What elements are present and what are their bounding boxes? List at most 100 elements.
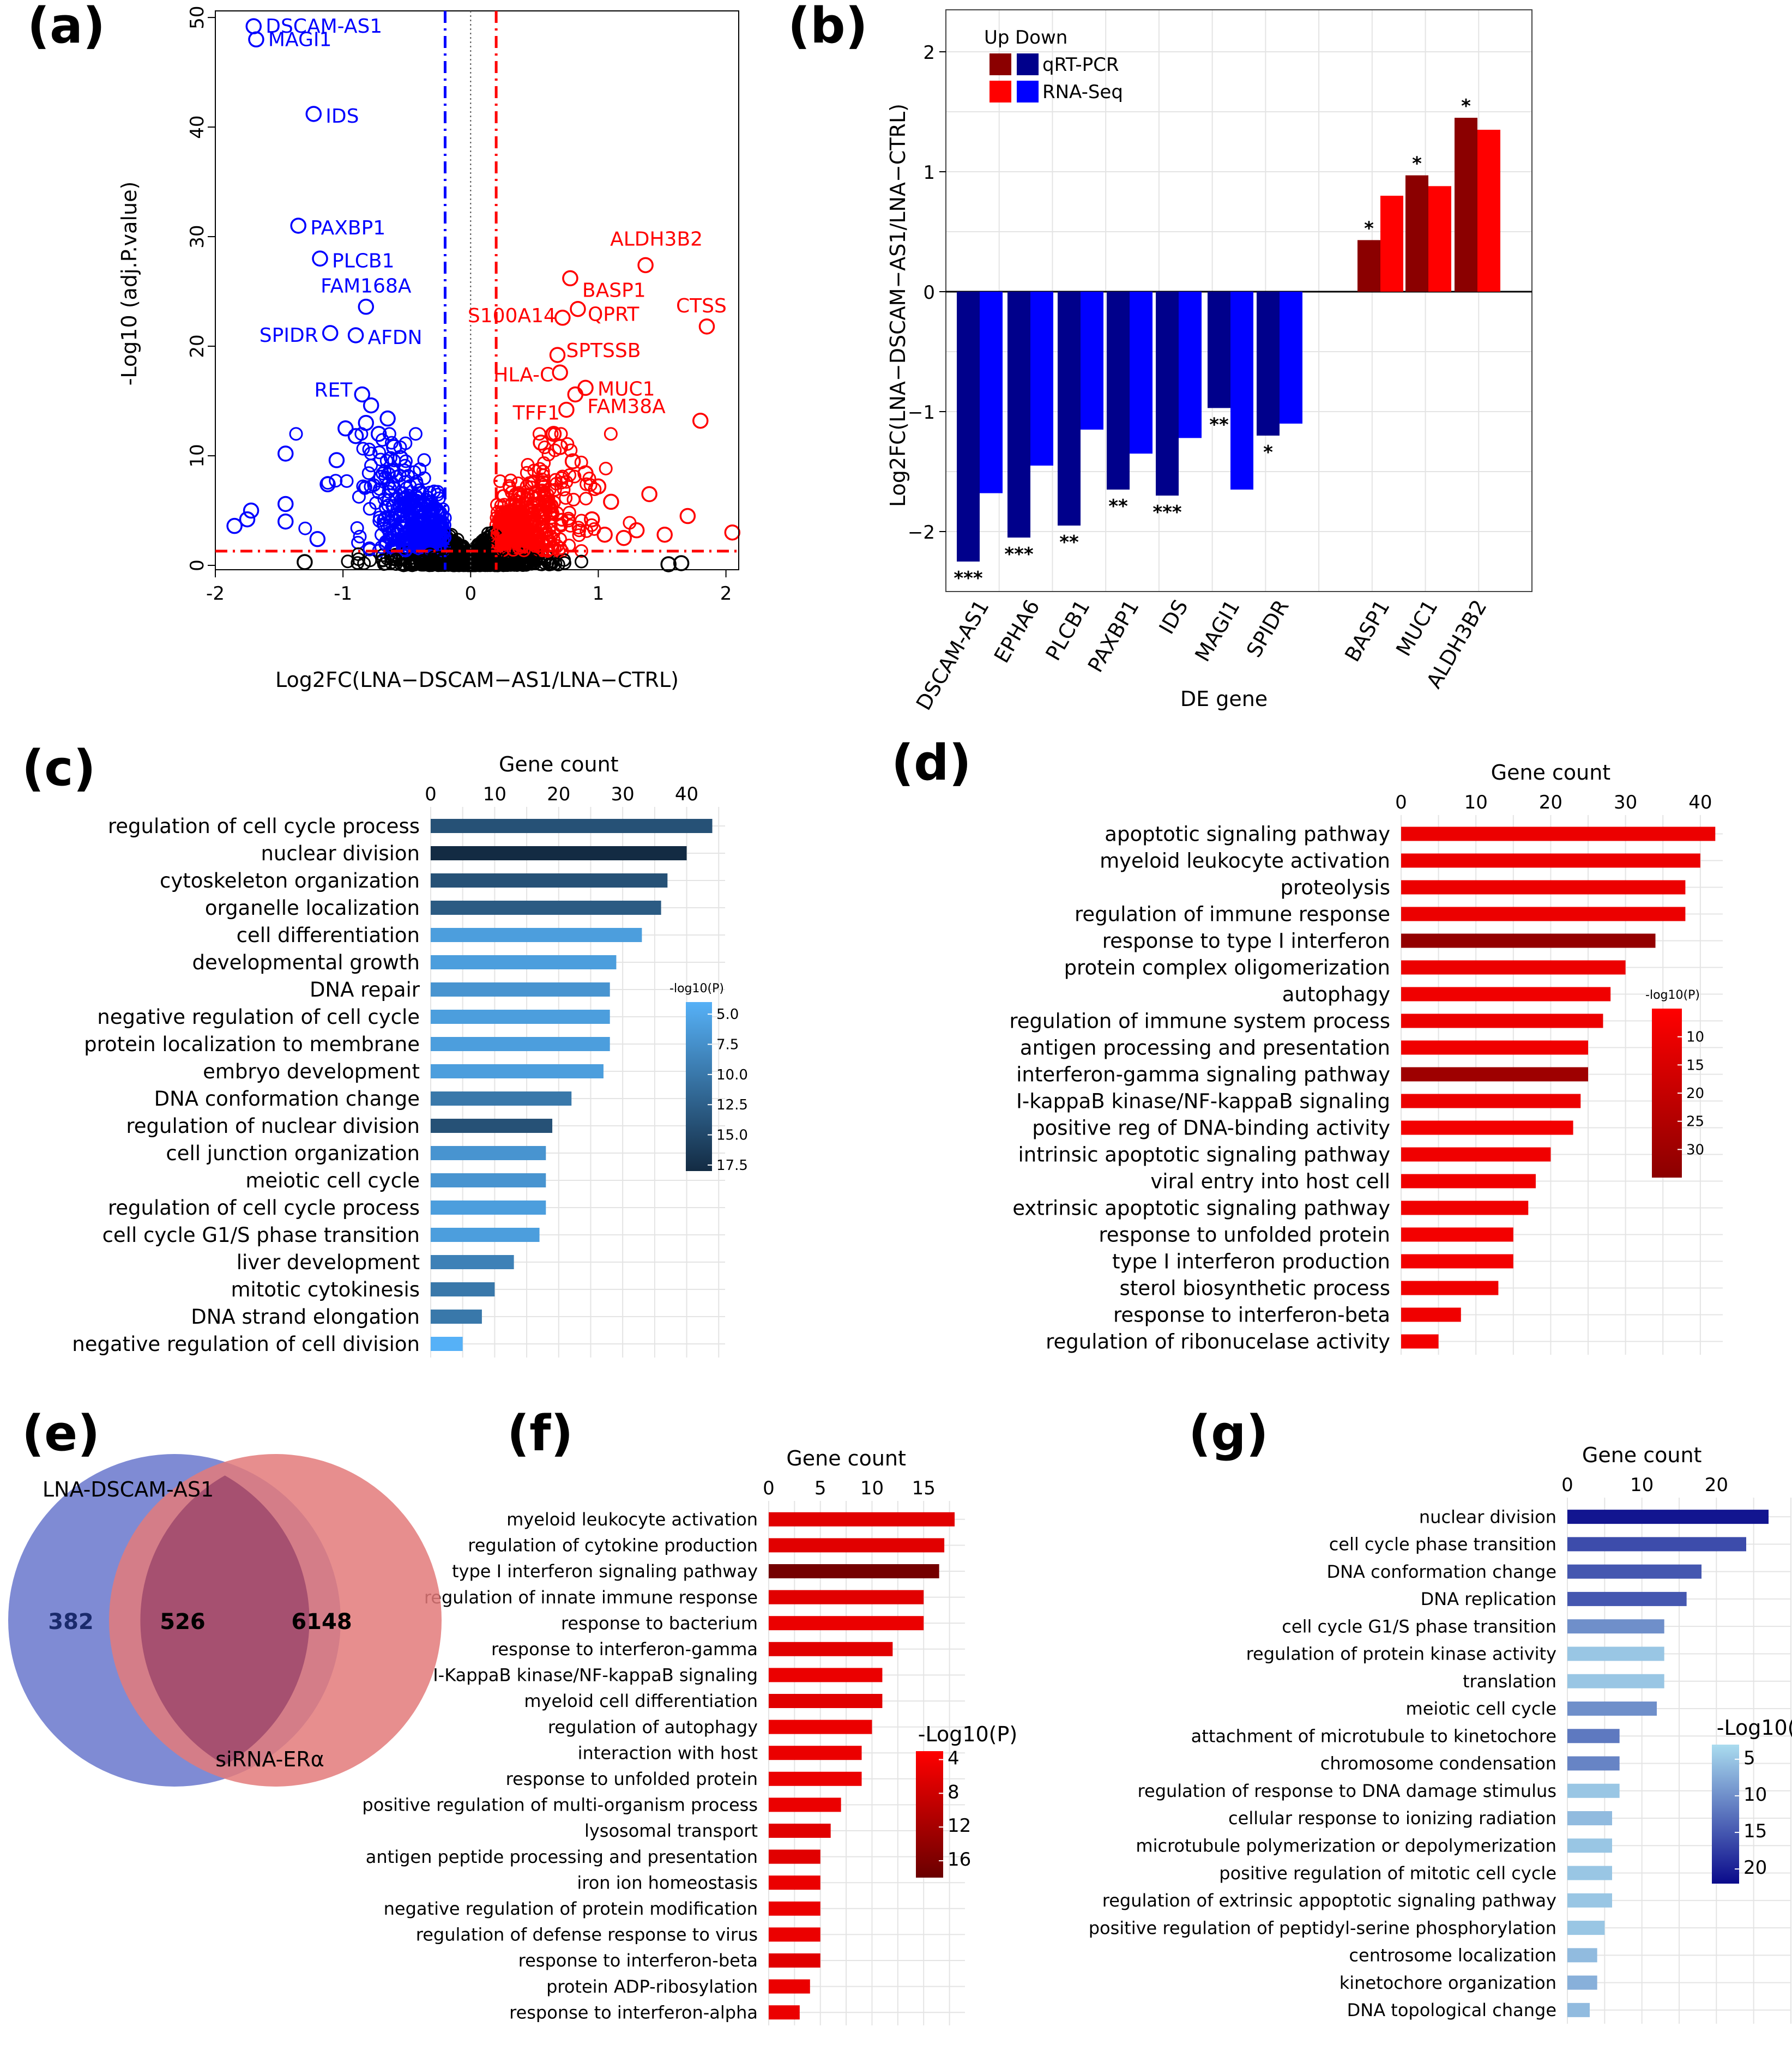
- enrich-term-label: antigen processing and presentation: [1020, 1036, 1390, 1059]
- panel-label-e: (e): [22, 1405, 100, 1462]
- volcano-point-up: [588, 482, 602, 496]
- validation-frame: [945, 9, 1532, 592]
- volcano-point-up: [566, 492, 581, 506]
- volcano-point-down: [392, 450, 409, 466]
- enrich-term-label: type I interferon production: [1112, 1250, 1390, 1273]
- volcano-point-up: [504, 473, 518, 487]
- volcano-y-label: -Log10 (adj.P.value): [117, 182, 141, 386]
- colorbar: [686, 1002, 712, 1171]
- volcano-point-ns: [660, 556, 677, 572]
- enrich-x-tick-label: 0: [425, 783, 437, 805]
- volcano-point-down: [239, 511, 256, 528]
- enrich-x-tick-label: 30: [1614, 792, 1637, 813]
- venn-left-count: 382: [48, 1609, 94, 1634]
- enrich-bar: [1567, 1619, 1664, 1634]
- legend-swatch-up-qpcr: [989, 53, 1011, 75]
- enrich-bar: [1401, 933, 1656, 948]
- validation-bar-chart: 210−1−2***DSCAM-AS1***EPHA6**PLCB1**PAXB…: [886, 9, 1532, 714]
- enrich-bar: [769, 1797, 841, 1812]
- enrich-bar: [1401, 853, 1700, 868]
- validation-bar-rnaseq: [1081, 292, 1103, 430]
- enrich-bar: [1567, 1948, 1597, 1963]
- enrich-term-label: liver development: [237, 1251, 420, 1274]
- enrich-bar: [431, 1064, 604, 1078]
- validation-bar-qpcr: [1257, 292, 1280, 436]
- enrich-bar: [431, 1037, 610, 1051]
- enrich-bar: [769, 1746, 862, 1760]
- enrich-term-label: regulation of cell cycle process: [108, 1196, 420, 1220]
- enrich-term-label: I-kappaB kinase/NF-kappaB signaling: [1016, 1089, 1390, 1113]
- volcano-point-ns: [465, 552, 479, 566]
- enrich-bar: [1567, 1811, 1612, 1826]
- enrich-bar: [1401, 1334, 1439, 1349]
- validation-bar-qpcr: [1455, 118, 1477, 292]
- enrichment-chart-g: Gene count 0 10 20 nuclear division cell cyc…: [1089, 1443, 1792, 2024]
- colorbar-tick-label: 25: [1686, 1114, 1704, 1130]
- volcano-point-up: [579, 492, 593, 506]
- volcano-point-down: [363, 397, 379, 414]
- volcano-point-down: [379, 410, 396, 427]
- volcano-x-tick-label: 0: [464, 583, 476, 605]
- volcano-point-down: [409, 513, 424, 527]
- panel-label-c: (c): [22, 740, 96, 797]
- colorbar-tick-label: 5: [1743, 1747, 1755, 1769]
- gene-count-title-c: Gene count: [499, 752, 619, 776]
- volcano-point-ns: [504, 558, 518, 572]
- enrich-x-tick-label: 10: [483, 783, 506, 805]
- enrich-term-label: protein ADP-ribosylation: [546, 1976, 758, 1997]
- enrich-term-label: regulation of immune system process: [1009, 1009, 1390, 1033]
- enrich-x-tick-label: 20: [547, 783, 570, 805]
- enrich-bar: [1567, 1866, 1612, 1880]
- enrich-term-label: myeloid cell differentiation: [524, 1691, 758, 1711]
- volcano-point-up: [564, 453, 581, 469]
- enrich-term-label: DNA replication: [1421, 1589, 1556, 1609]
- volcano-point-down: [388, 508, 402, 522]
- volcano-gene-label-up: ALDH3B2: [610, 228, 703, 250]
- enrich-term-label: negative regulation of cell cycle: [97, 1005, 420, 1029]
- legend-title-up: Up: [984, 27, 1009, 49]
- volcano-point-down: [373, 510, 387, 524]
- volcano-point-up: [564, 443, 578, 457]
- volcano-point-up: [545, 498, 559, 512]
- volcano-point-up: [590, 478, 607, 495]
- enrich-term-label: response to unfolded protein: [1099, 1223, 1390, 1246]
- enrich-bar: [769, 1616, 924, 1631]
- validation-bar-qpcr: [1357, 240, 1380, 292]
- volcano-point-down: [399, 500, 413, 515]
- volcano-point-down: [370, 426, 387, 442]
- validation-gene-label: SPIDR: [1242, 596, 1294, 662]
- colorbar-tick-label: 16: [948, 1849, 971, 1871]
- enrich-term-label: DNA topological change: [1347, 2000, 1556, 2020]
- volcano-point-down: [375, 528, 389, 542]
- volcano-point-down: [373, 469, 390, 486]
- volcano-point-ns: [526, 555, 540, 569]
- volcano-gene-label-up: TFF1: [512, 402, 560, 425]
- volcano-point-up: [536, 465, 550, 479]
- venn-diagram: LNA-DSCAM-AS1 siRNA-ERα 382 526 6148: [8, 1454, 442, 1787]
- volcano-point-labeled-down: [347, 327, 364, 343]
- volcano-point-labeled-down: [354, 386, 371, 403]
- enrich-bar: [431, 901, 661, 915]
- enrichment-chart-f: Gene count 0 5 10 15 myeloid leukocyte activ…: [362, 1446, 1017, 2025]
- volcano-point-up: [583, 511, 600, 528]
- enrich-bar: [431, 846, 687, 860]
- enrich-x-tick-label: 40: [1688, 792, 1712, 813]
- volcano-point-up: [520, 466, 534, 480]
- volcano-point-up: [572, 528, 586, 542]
- volcano-point-down: [390, 527, 405, 541]
- volcano-point-up: [524, 532, 538, 546]
- validation-bar-rnaseq: [1230, 292, 1253, 490]
- volcano-point-up: [616, 530, 632, 546]
- volcano-point-down: [431, 487, 445, 502]
- volcano-point-up: [542, 482, 557, 497]
- gene-count-title-d: Gene count: [1491, 761, 1611, 785]
- enrich-x-tick-label: 10: [1630, 1474, 1654, 1496]
- volcano-point-ns: [423, 558, 437, 572]
- enrich-x-tick-label: 30: [611, 783, 635, 805]
- validation-bar-rnaseq: [1477, 130, 1500, 292]
- validation-significance: ***: [1004, 544, 1034, 565]
- volcano-point-down: [393, 468, 407, 482]
- validation-bar-qpcr: [1058, 292, 1081, 526]
- venn-left-label: LNA-DSCAM-AS1: [43, 1477, 214, 1501]
